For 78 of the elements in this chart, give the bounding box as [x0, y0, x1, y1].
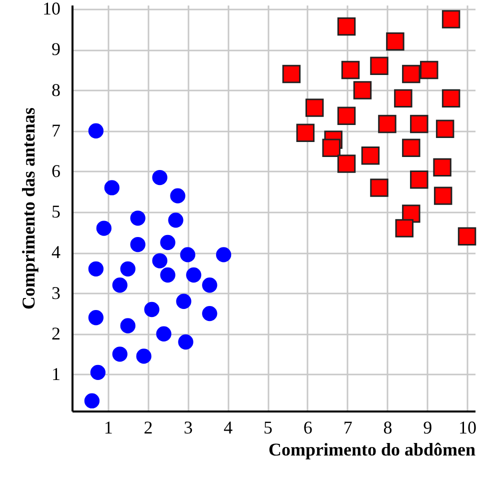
point — [282, 64, 301, 84]
point — [296, 124, 315, 142]
x-tick-label: 8 — [383, 418, 392, 438]
point — [402, 64, 420, 84]
y-tick-label: 7 — [52, 120, 60, 140]
point — [160, 267, 176, 283]
point — [178, 334, 194, 350]
point — [402, 138, 420, 158]
x-tick-label: 10 — [458, 418, 477, 438]
point — [420, 60, 438, 80]
point — [202, 278, 218, 293]
y-tick-label: 2 — [52, 323, 60, 344]
point — [361, 146, 380, 165]
point — [88, 123, 104, 138]
point — [130, 236, 146, 252]
point — [202, 306, 218, 322]
point — [410, 170, 428, 189]
y-tick-label: 1 — [52, 364, 60, 384]
x-tick-label: 5 — [264, 418, 273, 438]
x-tick-label: 9 — [423, 418, 432, 438]
y-tick-label: 10 — [42, 0, 60, 19]
point — [186, 267, 202, 283]
point — [378, 114, 396, 134]
point — [120, 318, 136, 334]
x-axis-title: Comprimento do abdômen — [268, 440, 476, 460]
point — [152, 170, 168, 186]
point — [180, 247, 196, 262]
point — [130, 210, 146, 226]
x-tick-label: 3 — [184, 418, 193, 438]
x-tick-label: 6 — [303, 418, 312, 438]
point — [337, 106, 356, 125]
point — [112, 278, 128, 293]
point — [88, 261, 104, 276]
x-tick-label: 1 — [104, 418, 113, 438]
x-tick-label: 2 — [144, 418, 153, 438]
point — [394, 89, 412, 108]
x-tick-label: 4 — [224, 418, 233, 438]
y-tick-label: 4 — [52, 242, 60, 262]
point — [168, 212, 184, 228]
point — [176, 294, 192, 309]
point — [216, 247, 232, 262]
y-tick-label: 9 — [52, 39, 60, 60]
point — [370, 178, 388, 197]
point — [337, 154, 356, 173]
point — [104, 180, 120, 196]
point — [434, 186, 452, 205]
point — [353, 81, 372, 100]
point — [458, 227, 476, 246]
point — [395, 219, 414, 238]
point — [341, 60, 360, 80]
y-tick-label: 6 — [52, 160, 60, 181]
point — [144, 302, 160, 318]
point — [337, 17, 356, 36]
point — [436, 120, 454, 138]
point — [96, 220, 112, 236]
point — [84, 393, 100, 408]
point — [170, 188, 186, 204]
point — [136, 348, 152, 364]
point — [88, 310, 104, 326]
y-tick-label: 8 — [52, 80, 60, 100]
point — [152, 253, 168, 268]
y-tick-label: 3 — [52, 282, 60, 303]
y-axis-title: Comprimento das antenas — [18, 107, 38, 310]
point — [442, 89, 460, 108]
point — [305, 98, 324, 117]
point — [90, 364, 106, 380]
x-tick-label: 7 — [343, 418, 352, 438]
point — [410, 114, 428, 134]
point — [156, 326, 172, 342]
point — [322, 138, 340, 158]
point — [120, 261, 136, 276]
point — [386, 32, 404, 51]
point — [112, 346, 128, 362]
point — [160, 234, 176, 250]
point — [433, 158, 452, 177]
point — [370, 56, 388, 76]
y-tick-label: 5 — [52, 202, 60, 222]
point — [442, 10, 460, 28]
